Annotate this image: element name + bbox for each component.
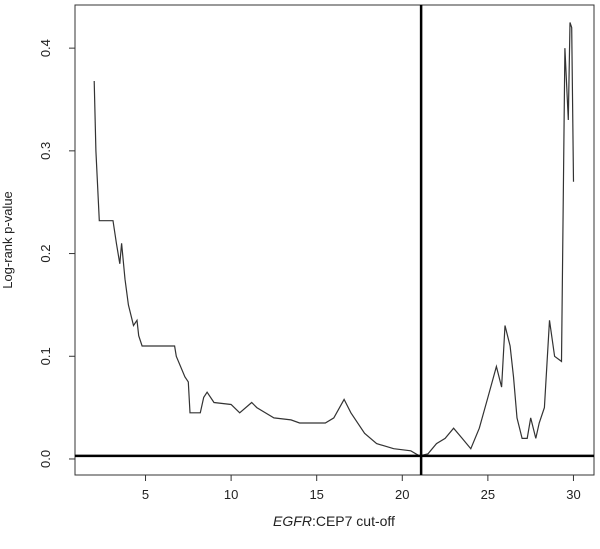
x-axis-label: EGFR:CEP7 cut-off [273, 513, 395, 529]
x-tick-label: 10 [224, 487, 238, 502]
y-tick-label: 0.0 [38, 450, 53, 468]
y-tick-label: 0.4 [38, 39, 53, 57]
x-tick-label: 5 [142, 487, 149, 502]
x-axis-label-rest: :CEP7 cut-off [312, 513, 395, 529]
x-tick-label: 25 [481, 487, 495, 502]
y-tick-label: 0.3 [38, 142, 53, 160]
x-tick-label: 30 [566, 487, 580, 502]
x-tick-label: 20 [395, 487, 409, 502]
x-tick-label: 15 [309, 487, 323, 502]
y-tick-label: 0.2 [38, 245, 53, 263]
data-line [93, 22, 575, 457]
plot-frame [74, 4, 595, 476]
y-tick-label: 0.1 [38, 347, 53, 365]
x-axis-label-italic: EGFR [273, 513, 312, 529]
y-axis-label: Log-rank p-value [0, 191, 15, 289]
